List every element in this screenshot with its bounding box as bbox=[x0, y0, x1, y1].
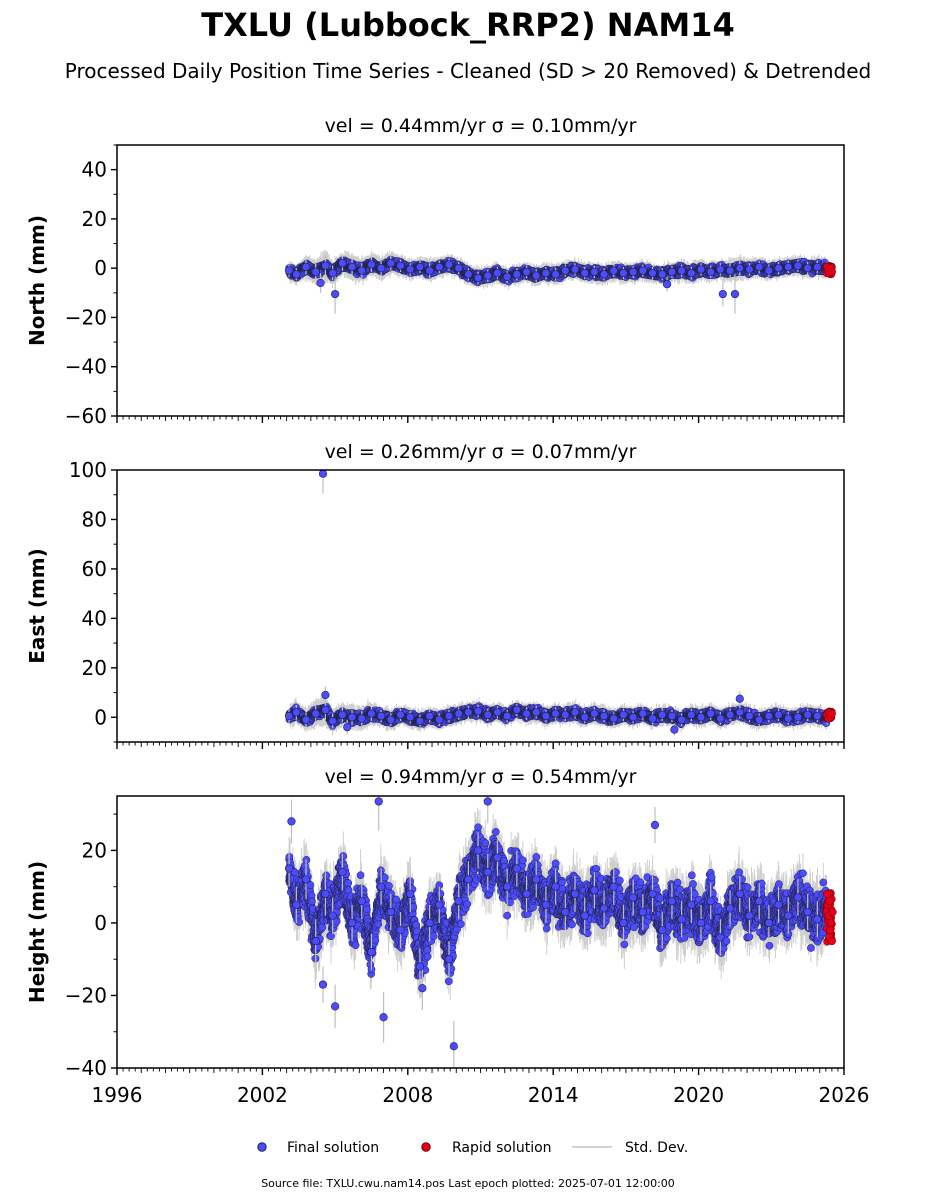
y-axis-label: North (mm) bbox=[25, 215, 49, 346]
plot-area bbox=[284, 249, 836, 314]
panel-title: vel = 0.44mm/yr σ = 0.10mm/yr bbox=[325, 115, 637, 137]
figure-subtitle: Processed Daily Position Time Series - C… bbox=[65, 59, 871, 83]
figure-title: TXLU (Lubbock_RRP2) NAM14 bbox=[201, 6, 734, 44]
